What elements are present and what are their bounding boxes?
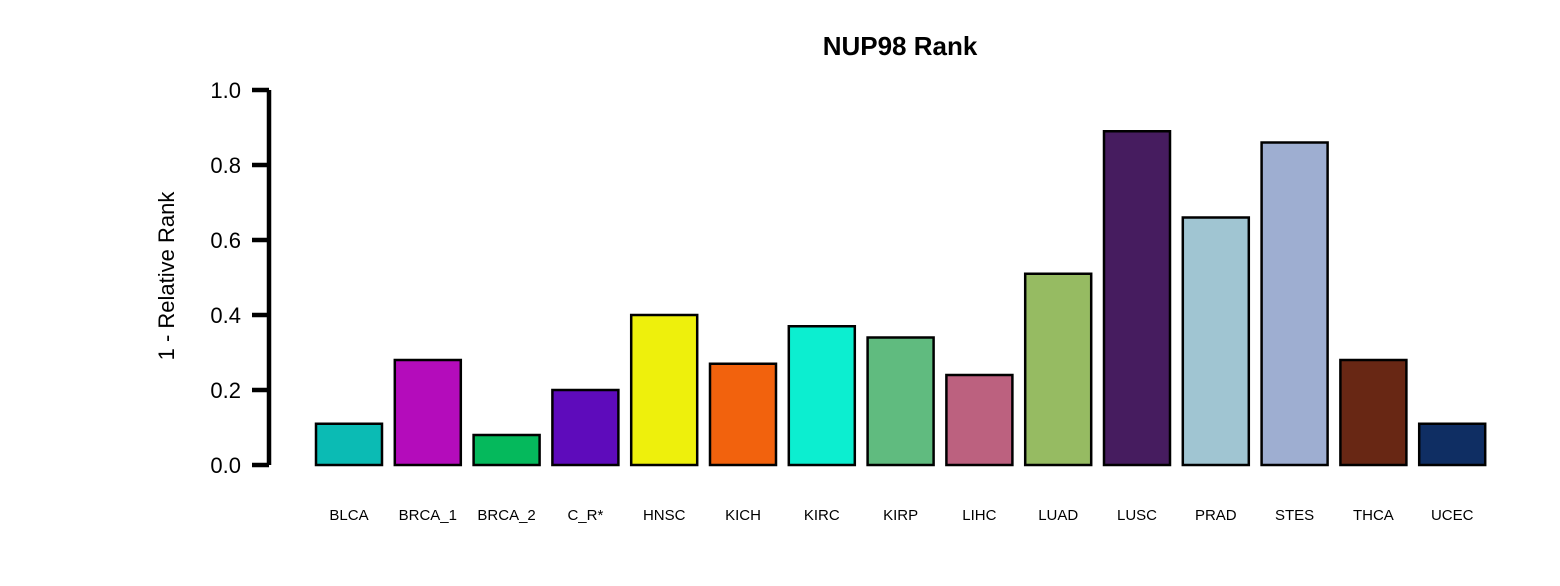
y-tick-label: 0.4: [210, 303, 241, 328]
x-tick-label: BLCA: [329, 507, 368, 524]
bar-kich: [708, 362, 778, 467]
y-tick-label: 0.6: [210, 228, 241, 253]
bar-brca-1: [393, 358, 463, 467]
bar-lusc: [1102, 130, 1172, 467]
x-tick-label: STES: [1275, 507, 1314, 524]
bars-group: [314, 130, 1487, 467]
x-tick-label: UCEC: [1431, 507, 1474, 524]
bar-stes: [1260, 141, 1329, 467]
x-tick-label: LUAD: [1038, 507, 1078, 524]
x-tick-label: C_R*: [567, 507, 603, 524]
bar-thca: [1339, 358, 1408, 467]
y-tick-label: 0.8: [210, 153, 241, 178]
x-tick-label: BRCA_2: [477, 507, 535, 524]
bar-lihc: [945, 373, 1014, 467]
chart-title: NUP98 Rank: [823, 31, 978, 61]
bar-c-r-: [551, 388, 620, 467]
bar-prad: [1181, 216, 1251, 467]
y-tick-label: 0.2: [210, 378, 241, 403]
x-tick-labels: BLCA BRCA_1 BRCA_2 C_R* HNSC KICH KIRC KIRP LIHC…: [329, 507, 1473, 524]
x-tick-label: LUSC: [1117, 507, 1157, 524]
bar-kirp: [866, 336, 935, 467]
bar-ucec: [1417, 422, 1487, 467]
y-tick-label: 1.0: [210, 78, 241, 103]
bar-kirc: [787, 325, 857, 467]
x-tick-label: KIRP: [883, 507, 918, 524]
bar-luad: [1023, 272, 1093, 467]
bar-blca: [314, 422, 384, 467]
x-tick-label: LIHC: [962, 507, 996, 524]
bar-brca-2: [472, 433, 541, 467]
x-tick-label: KICH: [725, 507, 761, 524]
x-tick-label: THCA: [1353, 507, 1394, 524]
x-tick-label: PRAD: [1195, 507, 1237, 524]
y-axis-label: 1 - Relative Rank: [154, 191, 179, 361]
x-tick-label: BRCA_1: [399, 507, 457, 524]
y-tick-label: 0.0: [210, 453, 241, 478]
x-tick-label: HNSC: [643, 507, 686, 524]
bar-hnsc: [629, 313, 699, 467]
x-tick-label: KIRC: [804, 507, 840, 524]
y-axis: 0.0 0.2 0.4 0.6 0.8 1.0: [210, 78, 272, 478]
